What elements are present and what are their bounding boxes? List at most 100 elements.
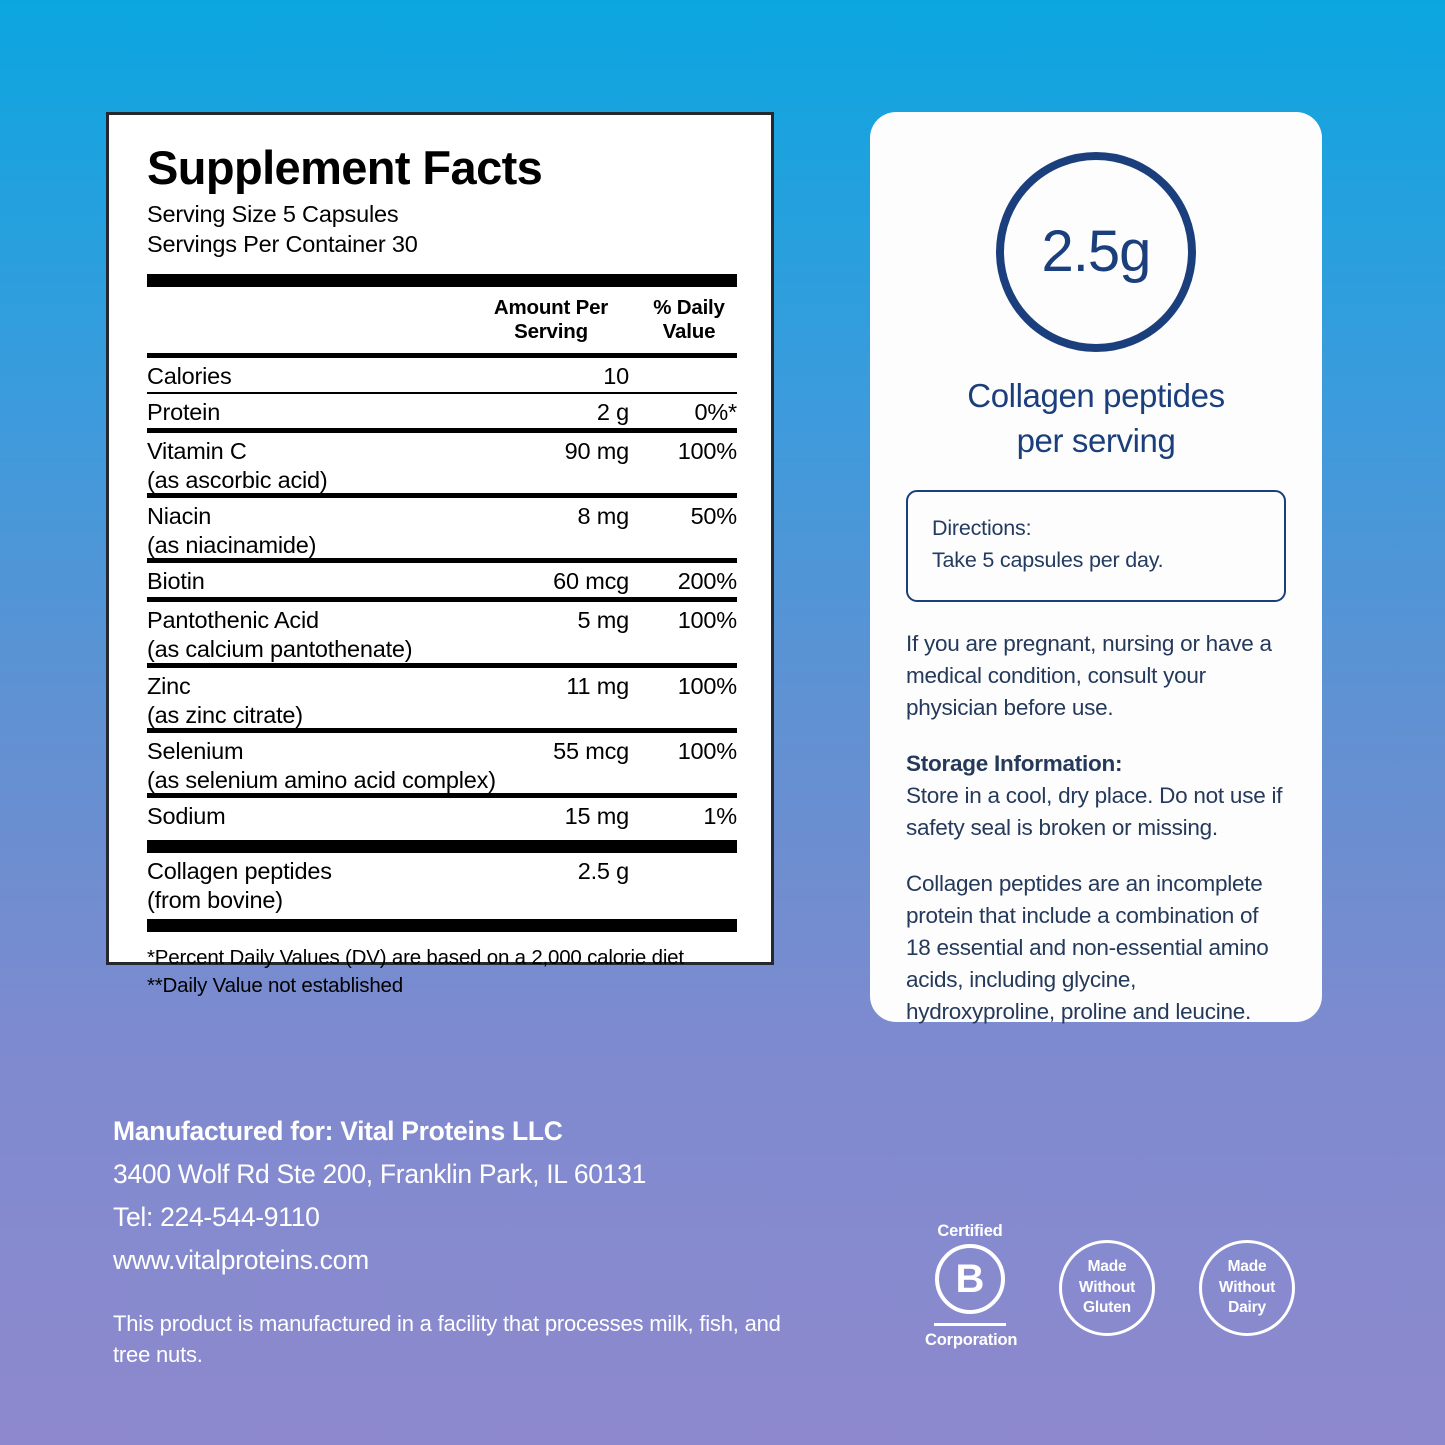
row-amount: 11 mg — [566, 672, 629, 699]
table-subrow: (as ascorbic acid) — [147, 467, 737, 496]
manufacturer-name: Manufactured for: Vital Proteins LLC — [113, 1116, 563, 1146]
row-sub: (as ascorbic acid) — [147, 466, 328, 493]
footnote-not-established: **Daily Value not established — [147, 973, 403, 997]
made-without-gluten-icon: Made Without Gluten — [1059, 1240, 1155, 1336]
divider-thick-mid — [147, 840, 737, 854]
row-amount: 60 mcg — [553, 568, 629, 595]
table-row: Vitamin C 90 mg 100% — [147, 430, 737, 467]
collagen-amount-value: 2.5g — [1041, 219, 1152, 284]
row-name: Collagen peptides — [147, 858, 332, 885]
dairy-line3: Dairy — [1228, 1299, 1266, 1317]
manufacturer-website[interactable]: www.vitalproteins.com — [113, 1244, 369, 1275]
nutrition-table: Amount Per Serving % Daily Value — [147, 287, 737, 353]
row-name: Protein — [147, 398, 221, 425]
gluten-line1: Made — [1087, 1258, 1127, 1276]
manufacturer-phone: Tel: 224-544-9110 — [113, 1201, 320, 1232]
header-blank — [147, 287, 461, 353]
row-dv: 100% — [677, 437, 738, 464]
gluten-line3: Gluten — [1083, 1299, 1131, 1317]
table-row: Sodium 15 mg 1% — [147, 795, 737, 833]
table-subrow: (from bovine) — [147, 887, 737, 913]
row-name: Sodium — [147, 803, 226, 830]
table-subrow: (as zinc citrate) — [147, 702, 737, 731]
directions-box: Directions: Take 5 capsules per day. — [906, 489, 1286, 603]
row-sub: (as calcium pantothenate) — [147, 636, 413, 663]
row-amount: 90 mg — [564, 437, 630, 464]
row-amount: 2 g — [596, 398, 629, 425]
table-row: Zinc 11 mg 100% — [147, 665, 737, 702]
warning-text: If you are pregnant, nursing or have a m… — [906, 631, 1272, 721]
table-row: Niacin 8 mg 50% — [147, 495, 737, 532]
row-dv: 100% — [677, 672, 738, 699]
table-subrow: (as selenium amino acid complex) — [147, 767, 737, 796]
row-name: Vitamin C — [147, 437, 247, 464]
collagen-heading-line2: per serving — [1016, 421, 1176, 459]
row-sub: (as zinc citrate) — [147, 701, 303, 728]
table-subrow: (as calcium pantothenate) — [147, 636, 737, 665]
certification-badges: Certified B Corporation Made Without Glu… — [925, 1218, 1295, 1349]
row-dv: 100% — [677, 737, 738, 764]
divider-med-header — [147, 352, 737, 358]
header-daily-value: % Daily Value — [641, 287, 737, 353]
header-dv-line2: Value — [662, 319, 716, 343]
header-amount-line2: Serving — [514, 319, 588, 343]
collagen-heading-line1: Collagen peptides — [967, 377, 1225, 414]
storage-section: Storage Information: Store in a cool, dr… — [906, 748, 1286, 844]
directions-text: Take 5 capsules per day. — [932, 548, 1164, 572]
supplement-facts-panel: Supplement Facts Serving Size 5 Capsules… — [106, 112, 774, 997]
collagen-heading: Collagen peptides per serving — [906, 374, 1286, 464]
row-amount: 2.5 g — [577, 858, 629, 885]
bcorp-corporation-label: Corporation — [925, 1331, 1018, 1350]
header-amount-per-serving: Amount Per Serving — [461, 287, 641, 353]
storage-text: Store in a cool, dry place. Do not use i… — [906, 783, 1283, 840]
row-name: Niacin — [147, 502, 212, 529]
footnote-dv: *Percent Daily Values (DV) are based on … — [147, 946, 684, 970]
nutrient-rows: Calories 10 Protein 2 g 0%* Vitamin C 90… — [147, 358, 737, 833]
row-name: Calories — [147, 362, 232, 389]
row-name: Zinc — [147, 672, 191, 699]
row-sub: (as selenium amino acid complex) — [147, 766, 496, 793]
gluten-line2: Without — [1078, 1278, 1136, 1296]
row-dv: 0%* — [694, 398, 737, 425]
row-name: Biotin — [147, 568, 205, 595]
table-row: Biotin 60 mcg 200% — [147, 560, 738, 600]
table-row: Protein 2 g 0%* — [147, 392, 737, 431]
row-dv: 100% — [677, 607, 738, 634]
table-header-row: Amount Per Serving % Daily Value — [147, 287, 737, 353]
row-sub: (as niacinamide) — [147, 531, 317, 558]
product-info-card: 2.5g Collagen peptides per serving Direc… — [870, 112, 1322, 1024]
collagen-amount-circle-icon: 2.5g — [996, 152, 1196, 352]
table-subrow: (as niacinamide) — [147, 532, 737, 561]
row-amount: 5 mg — [577, 607, 630, 634]
manufacturer-info: Manufactured for: Vital Proteins LLC 340… — [113, 1110, 793, 1370]
table-row: Pantothenic Acid 5 mg 100% — [147, 599, 738, 637]
table-row: Calories 10 — [147, 358, 737, 393]
servings-per-container: Servings Per Container 30 — [147, 231, 418, 258]
header-dv-line1: % Daily — [653, 296, 725, 320]
table-row: Collagen peptides 2.5 g — [147, 853, 737, 887]
bcorp-certified-label: Certified — [937, 1222, 1003, 1240]
row-amount: 10 — [603, 362, 629, 389]
row-sub: (from bovine) — [147, 887, 283, 914]
storage-label: Storage Information: — [906, 751, 1123, 777]
row-amount: 55 mcg — [553, 737, 629, 764]
bcorp-letter-icon: B — [935, 1244, 1005, 1315]
divider-thick-top — [147, 274, 737, 288]
row-dv — [641, 853, 737, 887]
serving-size: Serving Size 5 Capsules — [147, 201, 399, 228]
row-dv — [641, 358, 737, 393]
row-dv: 1% — [703, 803, 737, 830]
row-dv: 200% — [677, 568, 738, 595]
directions-label: Directions: — [932, 515, 1032, 540]
divider-thick-bottom — [147, 919, 737, 933]
table-row: Selenium 55 mcg 100% — [147, 730, 737, 767]
collagen-highlight-row: Collagen peptides 2.5 g (from bovine) — [147, 853, 737, 913]
dairy-line2: Without — [1218, 1278, 1276, 1296]
manufacturer-address: 3400 Wolf Rd Ste 200, Franklin Park, IL … — [113, 1158, 647, 1189]
row-amount: 8 mg — [577, 502, 630, 529]
made-without-dairy-icon: Made Without Dairy — [1199, 1240, 1295, 1336]
row-dv: 50% — [690, 502, 738, 529]
header-amount-line1: Amount Per — [493, 296, 609, 320]
row-name: Selenium — [147, 737, 244, 764]
dairy-line1: Made — [1227, 1258, 1267, 1276]
